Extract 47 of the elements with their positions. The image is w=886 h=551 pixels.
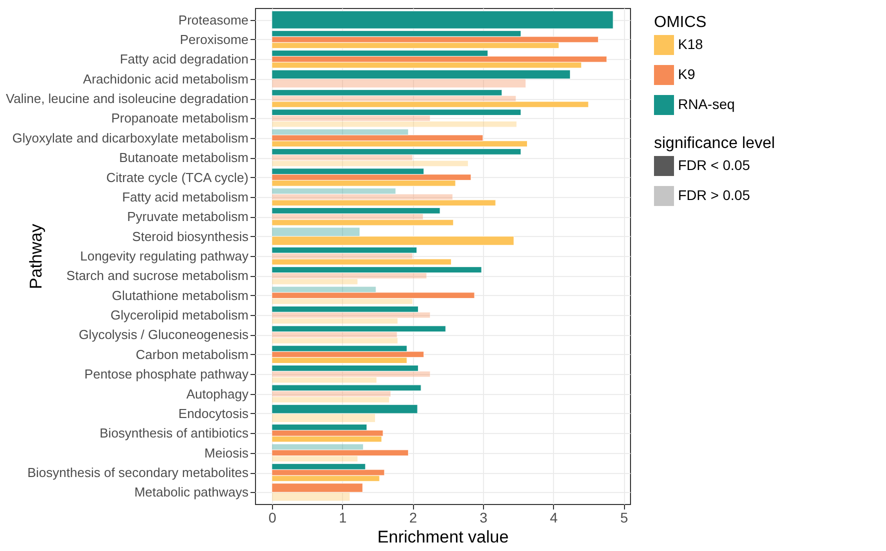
y-tick-label: Longevity regulating pathway — [80, 248, 249, 264]
y-axis-title: Pathway — [26, 223, 46, 290]
y-tick-label: Glutathione metabolism — [112, 288, 248, 303]
y-tick-label: Butanoate metabolism — [119, 150, 248, 166]
x-axis-title: Enrichment value — [377, 528, 509, 546]
y-tick-label: Metabolic pathways — [134, 484, 249, 500]
y-tick-label: Peroxisome — [180, 32, 248, 47]
bar — [272, 292, 475, 299]
legend-label: K9 — [678, 66, 696, 82]
x-tick-label: 3 — [480, 510, 488, 526]
bar — [272, 89, 502, 96]
y-tick-label: Proteasome — [178, 12, 248, 28]
y-tick-label: Carbon metabolism — [136, 346, 248, 362]
legend-label: RNA-seq — [678, 96, 735, 112]
bar — [272, 219, 454, 226]
text: FDR > 0.05 — [678, 187, 750, 203]
y-tick-label: Propanoate metabolism — [111, 110, 248, 126]
legend-title: OMICS — [654, 14, 706, 31]
y-tick-label: Fatty acid degradation — [120, 52, 248, 67]
y-tick-label: Glycerolipid metabolism — [110, 308, 248, 323]
y-tick-label: Glycolysis / Gluconeogenesis — [78, 327, 249, 342]
bar — [272, 326, 446, 332]
y-tick-label: Valine, leucine and isoleucine degradation — [6, 91, 248, 106]
x-tick-label: 0 — [268, 510, 276, 526]
bar — [272, 450, 409, 456]
y-tick-label: Endocytosis — [178, 406, 249, 421]
y-tick-label: Meiosis — [204, 445, 249, 460]
y-tick-label: Citrate cycle (TCA cycle) — [106, 170, 248, 185]
y-tick-label: Starch and sucrose metabolism — [66, 268, 248, 284]
x-tick-label: 1 — [338, 510, 347, 526]
x-tick-label: 4 — [550, 510, 558, 526]
y-tick-label: Glyoxylate and dicarboxylate metabolism — [12, 130, 248, 146]
x-tick-label: 2 — [409, 510, 418, 526]
legend-label: K18 — [678, 36, 704, 52]
y-tick-label: Fatty acid metabolism — [122, 189, 248, 204]
bar — [272, 384, 422, 392]
x-tick-label: 5 — [620, 510, 628, 526]
y-tick-label: Steroid biosynthesis — [132, 228, 249, 244]
y-tick-label: Biosynthesis of antibiotics — [100, 426, 249, 441]
y-tick-label: Arachidonic acid metabolism — [83, 71, 248, 86]
bar — [272, 306, 418, 312]
y-tick-label: Pentose phosphate pathway — [84, 366, 249, 382]
text: significance level — [654, 135, 775, 152]
y-tick-label: Biosynthesis of secondary metabolites — [27, 465, 249, 480]
y-tick-label: Autophagy — [186, 386, 249, 402]
y-tick-label: Pyruvate metabolism — [127, 209, 248, 224]
text: FDR < 0.05 — [678, 157, 750, 173]
